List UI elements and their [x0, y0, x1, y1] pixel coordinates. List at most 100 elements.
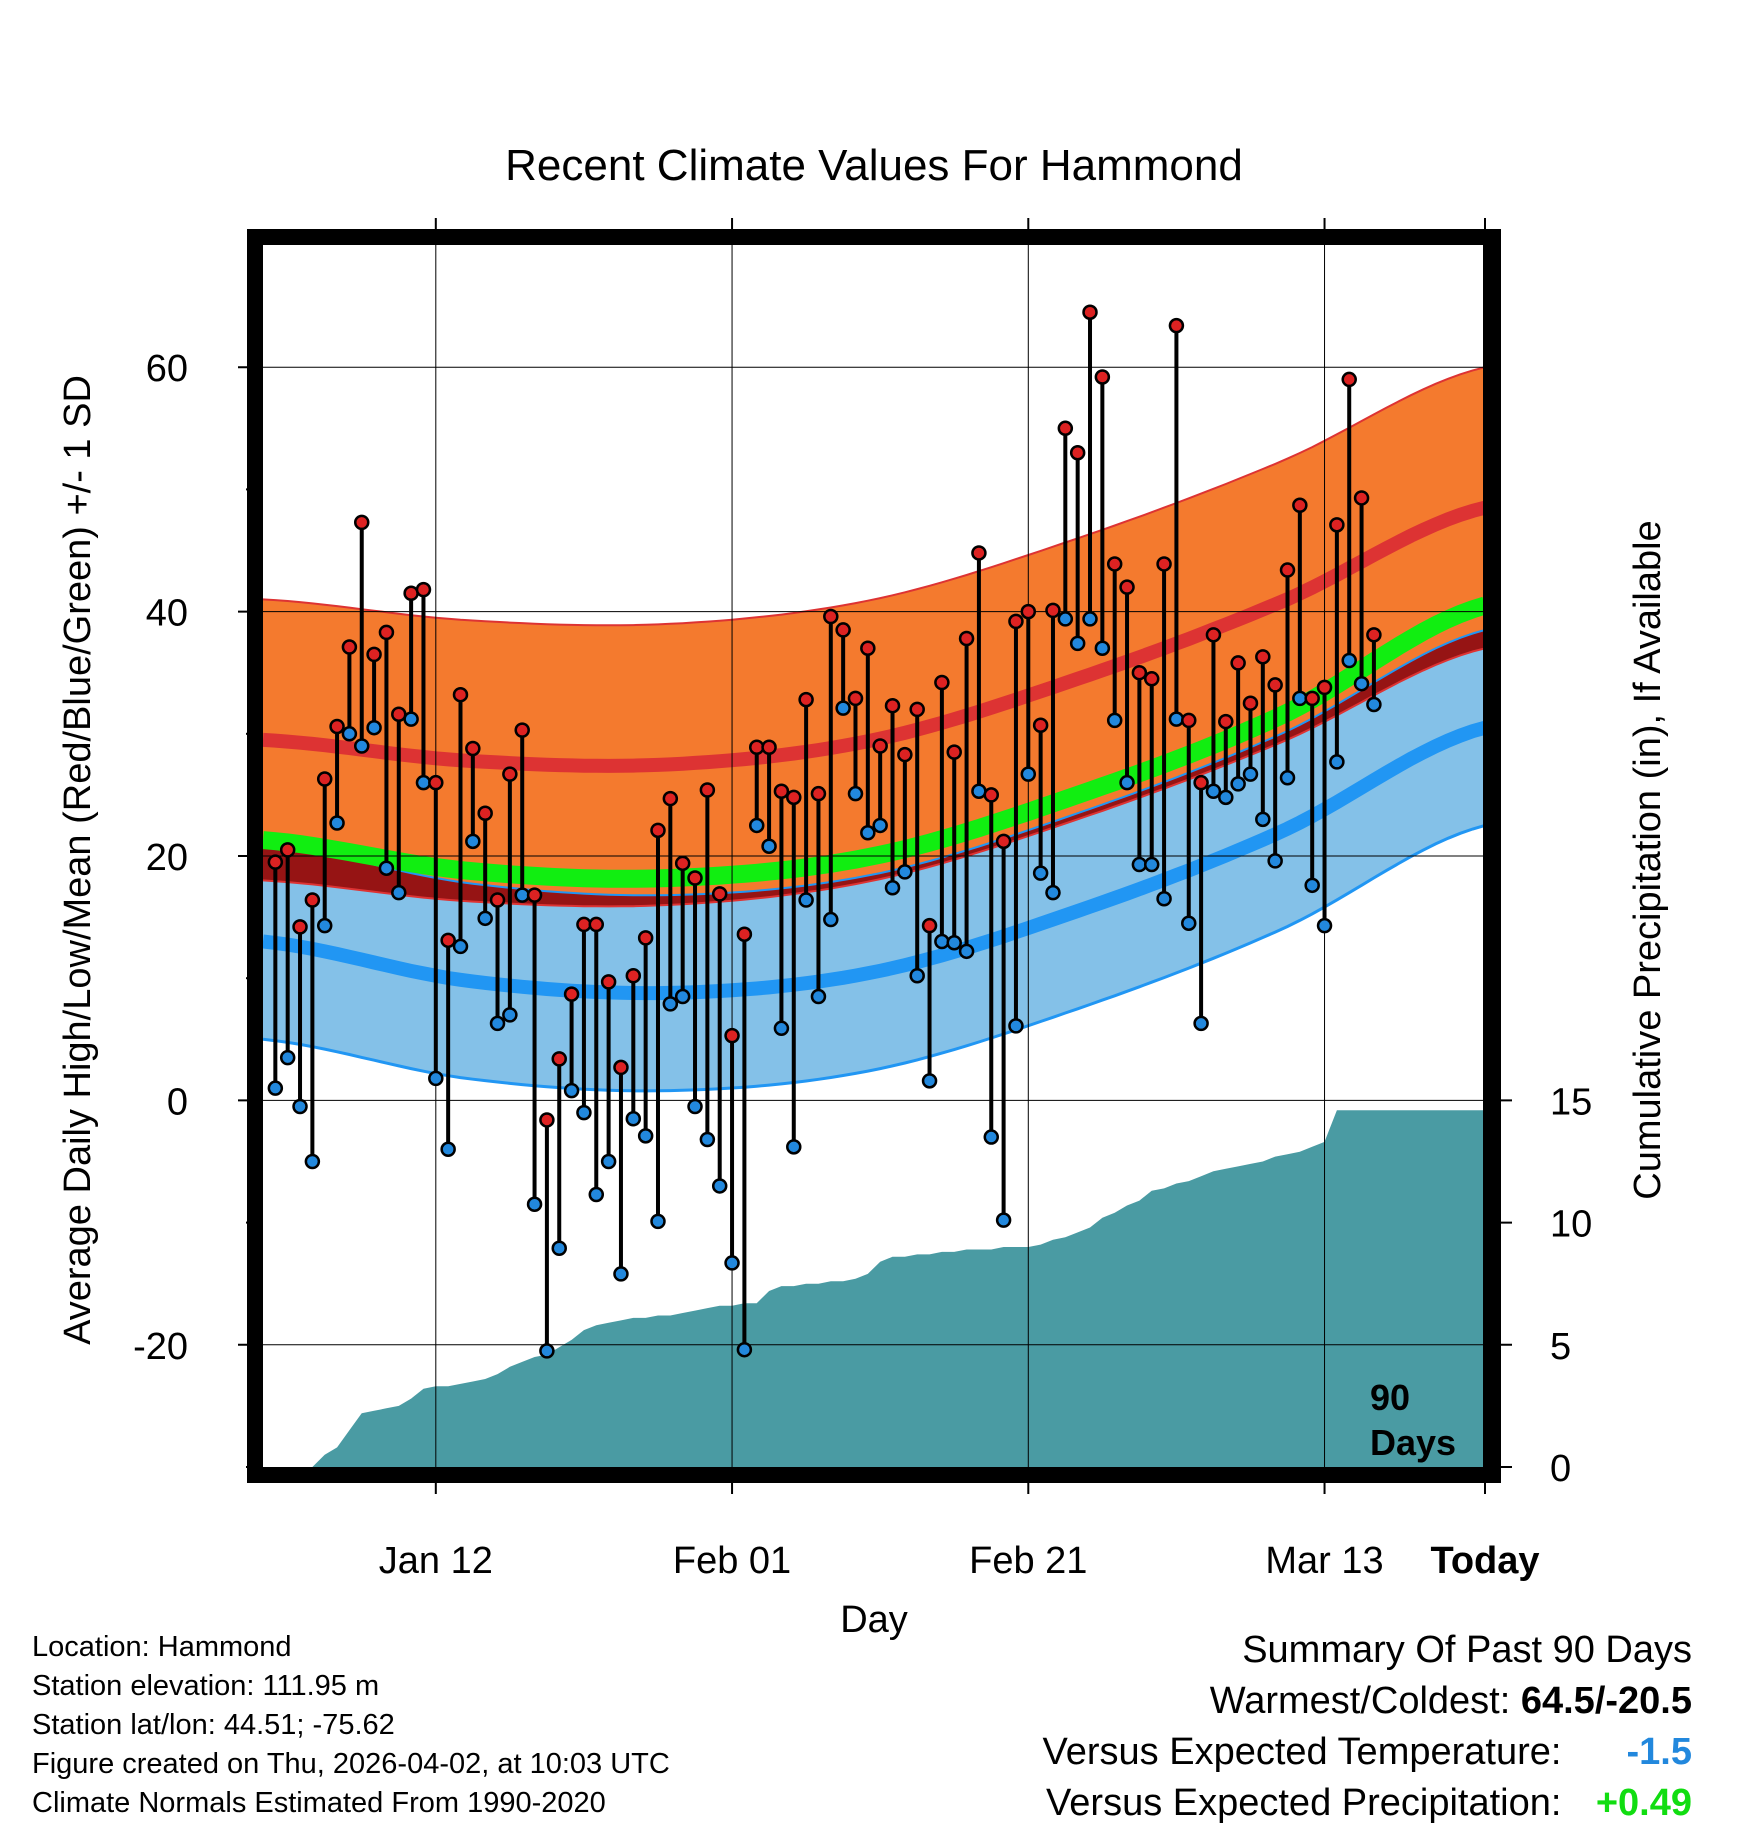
daily-high-point — [1279, 562, 1296, 578]
daily-low-point — [1218, 789, 1234, 806]
precipitation-label: Versus Expected Precipitation: — [1046, 1782, 1562, 1824]
daily-high-point — [403, 585, 419, 602]
daily-high-point — [1255, 649, 1271, 665]
daily-high-point — [588, 916, 605, 933]
info-elevation: Station elevation: 111.95 m — [32, 1670, 380, 1702]
daily-high-point — [1045, 602, 1061, 619]
high-band-upper-edge — [263, 366, 1485, 627]
daily-low-point — [625, 1110, 642, 1127]
daily-low-point — [1181, 915, 1197, 931]
info-location: Location: Hammond — [32, 1631, 292, 1663]
daily-high-point — [674, 855, 691, 872]
daily-low-point — [588, 1186, 605, 1203]
daily-points — [267, 304, 1382, 1359]
daily-high-point — [1082, 304, 1098, 320]
daily-low-point — [1292, 690, 1308, 707]
info-created: Figure created on Thu, 2026-04-02, at 10… — [32, 1748, 670, 1780]
daily-low-point — [687, 1098, 703, 1115]
axis-ticks: 60 40 20 0 -20 Jan 12 Feb 01 Feb 21 Mar 13 Today 1… — [133, 218, 1592, 1582]
daily-low-point — [1341, 652, 1357, 669]
daily-high-point — [267, 854, 284, 870]
daily-high-point — [563, 986, 580, 1002]
summary-heading: Summary Of Past 90 Days — [1242, 1629, 1692, 1671]
daily-low-point — [502, 1007, 518, 1023]
daily-low-point — [835, 700, 851, 716]
daily-low-point — [798, 892, 814, 908]
normal-low-line — [263, 720, 1485, 1001]
daily-low-point — [1045, 884, 1061, 901]
daily-high-point — [662, 790, 679, 807]
daily-high-point — [934, 674, 950, 691]
daily-low-point — [1267, 853, 1283, 869]
daily-low-point — [465, 833, 481, 850]
daily-low-point — [810, 988, 827, 1005]
daily-high-point — [1353, 490, 1370, 506]
daily-low-point — [391, 884, 407, 901]
daily-high-point — [539, 1112, 555, 1128]
daily-high-point — [810, 785, 827, 802]
daily-low-point — [860, 825, 876, 841]
daily-low-point — [909, 968, 925, 984]
daily-high-point — [786, 789, 802, 806]
daily-low-point — [316, 917, 333, 934]
daily-low-point — [1032, 865, 1049, 881]
y-tick-label: -20 — [133, 1326, 188, 1368]
daily-high-point — [292, 919, 308, 935]
daily-low-point — [983, 1129, 1000, 1145]
daily-high-point — [637, 930, 654, 946]
summary-warmest-coldest: Warmest/Coldest: 64.5/-20.5 — [1043, 1676, 1692, 1727]
daily-high-point — [391, 706, 407, 722]
daily-high-point — [995, 833, 1012, 850]
y2-tick-label: 15 — [1550, 1081, 1592, 1123]
daily-high-point — [465, 740, 481, 757]
daily-high-point — [773, 783, 790, 799]
daily-high-point — [1069, 444, 1086, 461]
daily-low-point — [1304, 877, 1320, 894]
daily-high-point — [526, 887, 543, 903]
daily-low-point — [403, 711, 419, 727]
y-tick-label: 60 — [146, 348, 188, 390]
plot-frame — [247, 229, 1501, 1483]
daily-high-point — [1106, 556, 1123, 572]
daily-high-point — [1292, 497, 1308, 514]
daily-low-point — [415, 774, 432, 791]
daily-low-point — [1329, 754, 1345, 770]
daily-high-point — [353, 514, 370, 531]
daily-high-point — [477, 805, 493, 821]
daily-low-point — [773, 1020, 790, 1037]
temperature-label: Versus Expected Temperature: — [1042, 1731, 1562, 1773]
daily-high-point — [1230, 655, 1246, 671]
x-tick-label: Today — [1430, 1540, 1539, 1582]
daily-high-point — [748, 739, 765, 755]
daily-low-point — [600, 1153, 617, 1170]
daily-high-point — [415, 581, 432, 598]
daily-low-point — [662, 996, 679, 1012]
daily-low-point — [1156, 891, 1172, 907]
daily-low-point — [526, 1196, 543, 1213]
daily-high-point — [798, 691, 814, 708]
daily-high-point — [946, 744, 962, 760]
daily-high-point — [1193, 774, 1209, 791]
daily-high-point — [687, 870, 703, 886]
precipitation-value: +0.49 — [1595, 1782, 1692, 1824]
station-info: Location: Hammond Station elevation: 111… — [32, 1628, 670, 1823]
daily-low-point — [1106, 712, 1123, 729]
x-tick-label: Feb 21 — [969, 1540, 1087, 1582]
chart-title: Recent Climate Values For Hammond — [505, 141, 1243, 190]
daily-high-point — [1156, 556, 1172, 572]
daily-low-point — [1255, 811, 1271, 828]
daily-low-point — [674, 988, 691, 1005]
daily-low-point — [514, 887, 530, 903]
daily-high-point — [1267, 677, 1283, 693]
daily-high-point — [378, 624, 395, 641]
daily-high-point — [1168, 317, 1185, 334]
daily-high-point — [1316, 679, 1333, 696]
daily-high-point — [304, 892, 321, 908]
daily-low-point — [1082, 611, 1098, 627]
daily-low-point — [440, 1141, 456, 1158]
low-band-lower-edge — [263, 823, 1485, 1093]
daily-high-point — [428, 774, 444, 791]
x-tick-label: Feb 01 — [673, 1540, 791, 1582]
daily-low-point — [292, 1098, 308, 1115]
